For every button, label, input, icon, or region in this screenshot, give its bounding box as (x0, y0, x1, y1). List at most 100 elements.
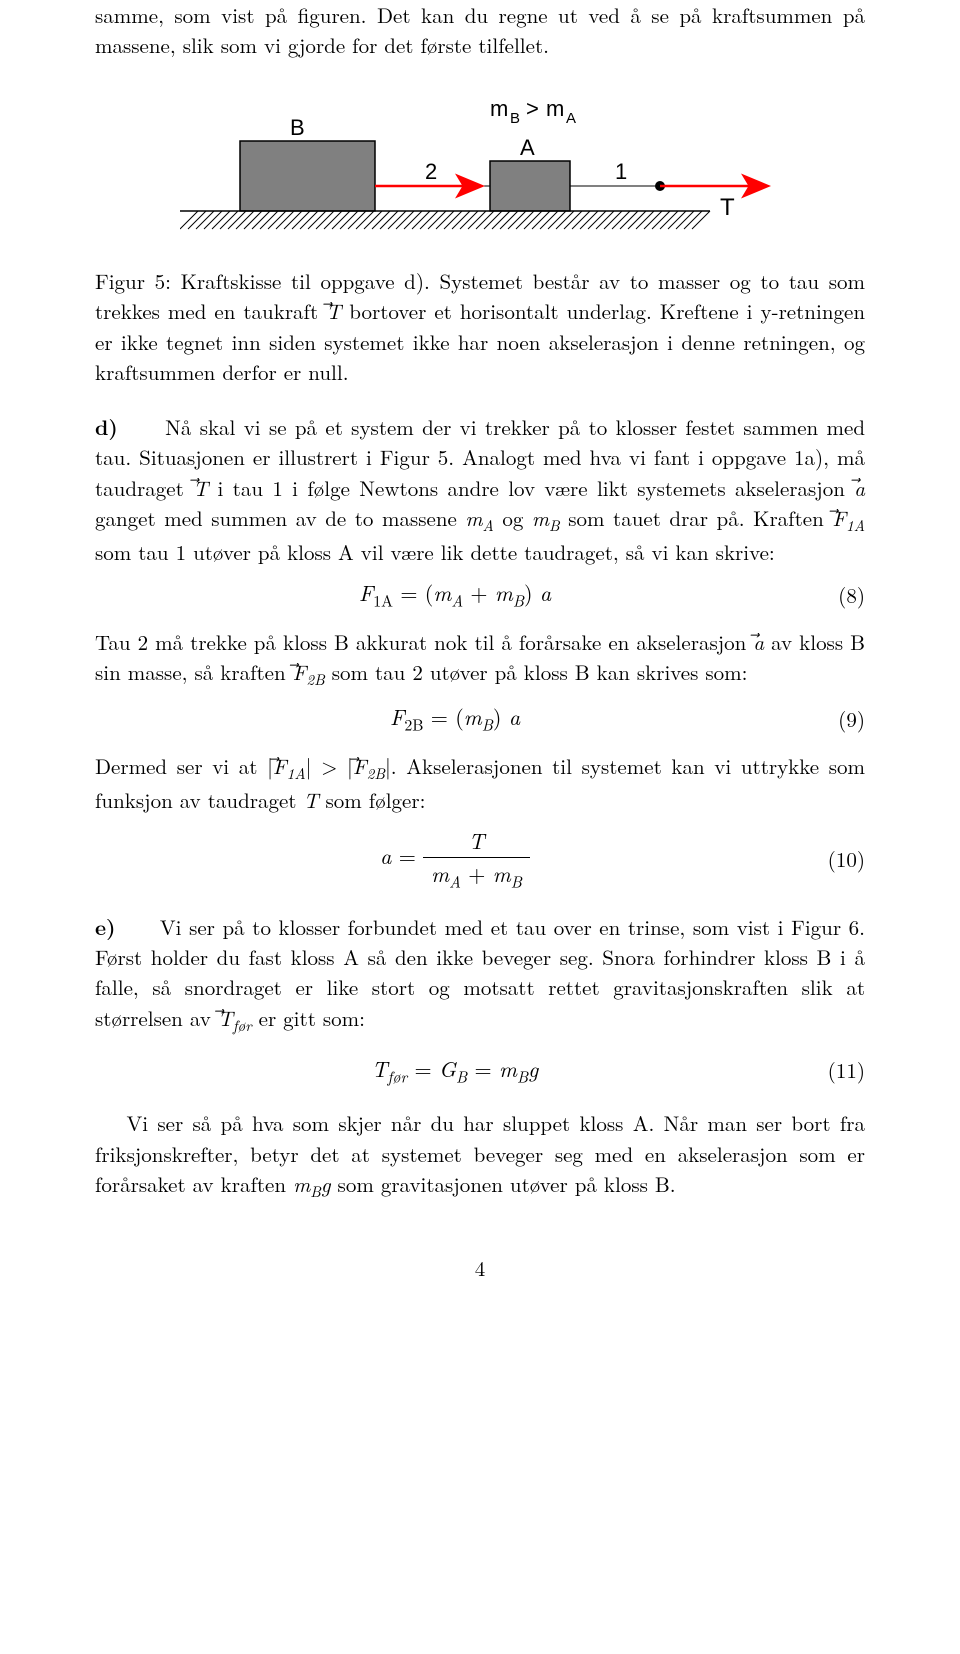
body-text: og (494, 503, 532, 533)
svg-text:B: B (510, 110, 520, 127)
eq-body: a = TmA + mB (95, 825, 815, 893)
eq-m: m (499, 1053, 517, 1084)
eq-F: F (390, 701, 404, 732)
intro-paragraph: samme, som vist på figuren. Det kan du r… (95, 0, 865, 61)
eq-a: a (509, 701, 520, 732)
frac-den: mA + mB (423, 857, 530, 893)
svg-text:A: A (520, 135, 535, 160)
svg-text:2: 2 (425, 159, 437, 184)
vec-a: a (753, 627, 764, 657)
page-content: samme, som vist på figuren. Det kan du r… (0, 0, 960, 1344)
var-mB: m (293, 1169, 310, 1199)
vec-a: a (854, 473, 865, 503)
svg-text:m: m (546, 96, 564, 121)
vec-F2B: F (353, 751, 367, 781)
sub-for: før (233, 1015, 252, 1036)
figure-5-svg: m B > m A B A 2 1 T (180, 91, 780, 246)
frac-num: T (423, 825, 530, 857)
part-d-label: d) (95, 412, 118, 442)
body-text: som gravitasjonen utøver på kloss B. (331, 1169, 676, 1199)
vec-Tfor: T (218, 1003, 233, 1033)
var-mB: m (532, 503, 549, 533)
svg-text:1: 1 (615, 159, 627, 184)
eq-number: (10) (815, 844, 865, 874)
vec-T: T (193, 473, 208, 503)
eq-sub: 1A (373, 589, 393, 612)
body-text: | > | (306, 751, 353, 781)
eq-F: F (359, 577, 373, 608)
eq-text: = ( (393, 577, 433, 608)
den-sub: B (511, 870, 522, 893)
sub-1A: 1A (846, 515, 865, 536)
var-T: T (303, 785, 318, 815)
body-text: Vi ser på to klosser forbundet med et ta… (95, 912, 865, 1033)
svg-text:B: B (290, 115, 305, 140)
part-e: e) Vi ser på to klosser forbundet med et… (95, 912, 865, 1037)
body-text: som tau 1 utøver på kloss A vil være lik… (95, 537, 775, 567)
eq-plus: + (463, 577, 495, 608)
eq-sub: før (388, 1064, 408, 1087)
vec-F1A: F (273, 751, 287, 781)
sub-2B: 2B (306, 669, 324, 690)
var-mA: m (465, 503, 482, 533)
page-number: 4 (95, 1253, 865, 1283)
eq-sub: B (513, 589, 524, 612)
den-plus: + (461, 858, 493, 889)
figure-5: m B > m A B A 2 1 T (95, 91, 865, 246)
eq-body: F2B = (mB) a (95, 701, 815, 736)
eq-number: (8) (815, 580, 865, 610)
body-text: ganget med summen av de to massene (95, 503, 465, 533)
eq-eq: = (467, 1053, 499, 1084)
sub-B: B (549, 515, 560, 536)
figure-5-caption: Figur 5: Kraftskisse til oppgave d). Sys… (95, 266, 865, 388)
eq-G: G (439, 1053, 456, 1084)
sub-B: B (310, 1181, 321, 1202)
var-g: g (321, 1169, 331, 1199)
eq-sub: B (517, 1064, 528, 1087)
body-text: er gitt som: (252, 1003, 365, 1033)
eq-sub: B (456, 1064, 467, 1087)
body-text: som tau 2 utøver på kloss B kan skrives … (325, 657, 748, 687)
den-sub: A (449, 870, 461, 893)
eq-a: a (540, 577, 551, 608)
svg-text:T: T (720, 194, 735, 221)
body-text: Dermed ser vi at | (95, 751, 273, 781)
part-e-text-2: Vi ser så på hva som skjer når du har sl… (95, 1108, 865, 1203)
part-d-text-2: Tau 2 må trekke på kloss B akkurat nok t… (95, 627, 865, 692)
eq-close: ) (524, 577, 540, 608)
eq-eq: = (407, 1053, 439, 1084)
vec-T: T (326, 296, 341, 326)
eq-sub: 2B (404, 713, 423, 736)
body-text: Tau 2 må trekke på kloss B akkurat nok t… (95, 627, 753, 657)
den-mB: m (493, 858, 511, 889)
sub-1A: 1A (287, 763, 306, 784)
sub-2B: 2B (367, 763, 385, 784)
part-e-label: e) (95, 912, 115, 942)
eq-mA: m (433, 577, 451, 608)
vec-F2B: F (293, 657, 307, 687)
eq-T: T (372, 1053, 388, 1084)
eq-body: Tfør = GB = mBg (95, 1053, 815, 1088)
eq-eq: = (391, 840, 423, 871)
eq-text: = ( (423, 701, 463, 732)
equation-8: F1A = (mA + mB) a (8) (95, 577, 865, 612)
eq-mB: m (464, 701, 482, 732)
eq-sub: B (482, 713, 493, 736)
part-d: d) Nå skal vi se på et system der vi tre… (95, 412, 865, 568)
eq-body: F1A = (mA + mB) a (95, 577, 815, 612)
vec-F1A: F (832, 503, 846, 533)
eq-mB: m (495, 577, 513, 608)
eq-close: ) (493, 701, 509, 732)
svg-text:m: m (490, 96, 508, 121)
eq-number: (11) (815, 1055, 865, 1085)
eq-number: (9) (815, 704, 865, 734)
body-text: som følger: (319, 785, 426, 815)
svg-text:>: > (526, 96, 539, 121)
part-d-text-3: Dermed ser vi at |F1A| > |F2B|. Akselera… (95, 751, 865, 816)
equation-10: a = TmA + mB (10) (95, 825, 865, 893)
eq-g: g (528, 1053, 538, 1084)
equation-11: Tfør = GB = mBg (11) (95, 1053, 865, 1088)
sub-A: A (483, 515, 494, 536)
body-text: som tauet drar på. Kraften (560, 503, 833, 533)
den-mA: m (431, 858, 449, 889)
